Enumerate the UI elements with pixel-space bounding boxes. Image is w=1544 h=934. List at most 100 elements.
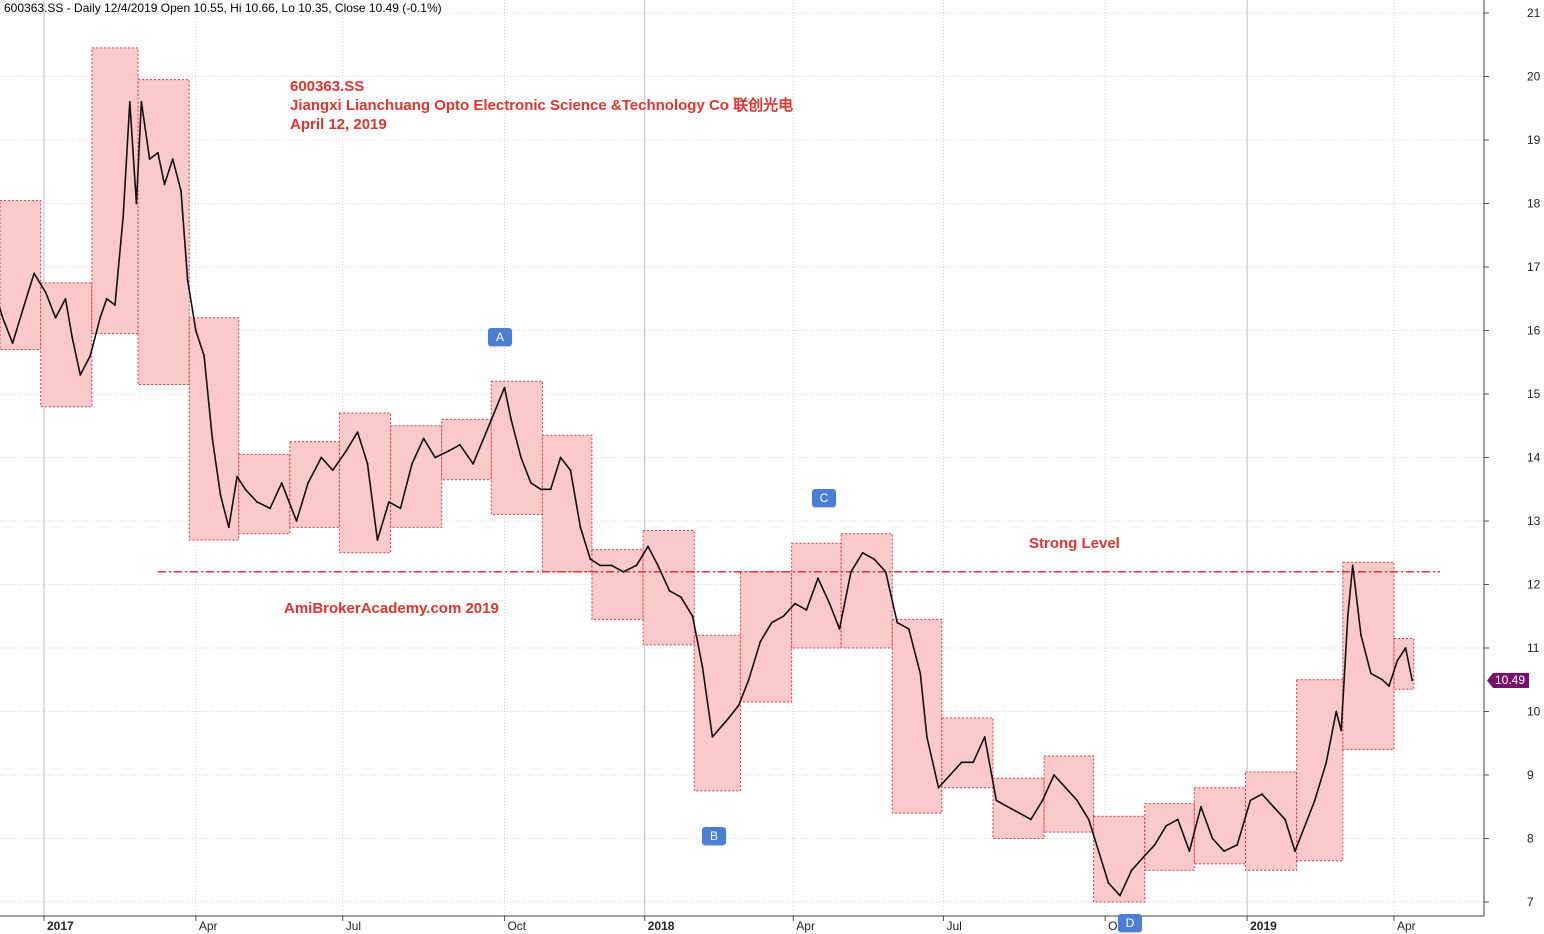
price-point	[937, 786, 940, 789]
price-point	[873, 558, 876, 560]
x-tick-label: 2019	[1250, 919, 1277, 933]
price-point	[458, 443, 461, 446]
price-point	[399, 507, 402, 510]
month-range-box	[91, 47, 139, 335]
price-point	[23, 304, 26, 306]
price-point	[105, 297, 108, 300]
price-point	[388, 501, 390, 503]
price-point	[89, 355, 92, 357]
price-point	[33, 272, 35, 275]
price-point	[737, 704, 740, 707]
price-point	[1404, 647, 1407, 649]
price-point	[99, 316, 102, 319]
price-point	[850, 570, 852, 573]
price-point	[995, 799, 998, 802]
month-range-box	[1144, 803, 1195, 871]
price-point	[1223, 850, 1225, 853]
y-tick-label: 13	[1527, 514, 1541, 528]
price-point	[770, 621, 773, 624]
price-point	[1396, 659, 1399, 662]
price-point	[1351, 564, 1354, 567]
price-point	[926, 736, 928, 738]
month-range-box	[390, 425, 443, 528]
price-point	[307, 482, 309, 484]
price-point	[503, 386, 506, 389]
month-range-box	[137, 79, 190, 385]
month-range-box	[1043, 755, 1095, 833]
y-tick-label: 18	[1527, 197, 1541, 211]
price-point	[194, 329, 197, 332]
month-range-box	[791, 542, 842, 649]
price-point	[447, 450, 450, 453]
marker-d: D	[1118, 914, 1142, 932]
price-point	[647, 545, 649, 548]
x-tick-label: Jul	[346, 919, 361, 933]
month-range-box	[441, 418, 492, 481]
price-point	[569, 469, 572, 472]
y-tick-label: 11	[1527, 641, 1540, 655]
price-point	[163, 183, 166, 186]
price-point	[949, 774, 951, 776]
price-point	[1284, 818, 1286, 821]
price-point	[610, 564, 613, 567]
price-point	[11, 342, 14, 345]
price-point	[1064, 786, 1067, 789]
month-range-box	[1244, 771, 1298, 871]
monthly-range-boxes	[0, 47, 1415, 903]
month-range-box	[992, 777, 1045, 839]
price-point	[805, 609, 808, 611]
price-point	[203, 355, 205, 357]
month-range-box	[490, 380, 543, 516]
price-point	[114, 304, 116, 306]
month-range-box	[891, 618, 943, 814]
price-point	[434, 456, 437, 459]
price-point	[1340, 729, 1343, 732]
price-point	[828, 602, 831, 605]
price-point	[1041, 799, 1044, 802]
price-point	[71, 335, 73, 338]
price-point	[838, 628, 841, 630]
price-point	[236, 475, 238, 478]
month-range-box	[1393, 637, 1415, 690]
price-point	[227, 526, 230, 529]
y-tick-label: 20	[1527, 70, 1541, 84]
price-point	[1313, 799, 1316, 802]
month-range-box	[541, 434, 593, 573]
price-point	[244, 488, 247, 491]
price-point	[579, 526, 582, 529]
month-range-box	[591, 549, 644, 620]
price-point	[280, 482, 283, 484]
price-point	[747, 678, 750, 681]
month-range-box	[338, 412, 392, 554]
price-point	[1211, 837, 1214, 840]
y-tick-label: 12	[1527, 578, 1541, 592]
month-range-box	[289, 441, 340, 528]
price-point	[1130, 869, 1133, 872]
grid-lines	[0, 0, 1484, 916]
chart-header: 600363.SS - Daily 12/4/2019 Open 10.55, …	[4, 1, 442, 15]
price-point	[295, 520, 298, 522]
y-tick-label: 7	[1527, 895, 1534, 909]
price-point	[345, 450, 347, 453]
price-point	[919, 672, 922, 675]
month-range-box	[1342, 561, 1395, 751]
price-point	[728, 716, 730, 719]
month-range-box	[1296, 679, 1344, 862]
price-point	[148, 158, 151, 160]
price-point	[366, 462, 369, 465]
price-point	[320, 456, 323, 459]
price-point	[589, 558, 592, 560]
price-point	[711, 736, 714, 738]
price-point	[1369, 672, 1372, 675]
price-point	[356, 431, 359, 433]
price-point	[171, 158, 174, 160]
price-point	[1142, 856, 1145, 859]
x-tick-label: Apr	[199, 919, 218, 933]
price-point	[140, 101, 143, 103]
price-point	[599, 564, 602, 567]
price-point	[1018, 812, 1021, 814]
price-point	[1335, 710, 1338, 713]
price-point	[1294, 850, 1296, 853]
